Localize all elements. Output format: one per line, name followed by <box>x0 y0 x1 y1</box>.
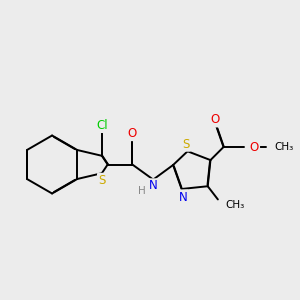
Text: S: S <box>98 174 106 187</box>
Text: CH₃: CH₃ <box>274 142 293 152</box>
Text: O: O <box>210 113 219 126</box>
Text: S: S <box>182 137 190 151</box>
Text: N: N <box>149 179 158 193</box>
Text: O: O <box>250 140 259 154</box>
Text: N: N <box>179 190 188 204</box>
Text: O: O <box>128 127 137 140</box>
Text: H: H <box>138 186 146 196</box>
Text: CH₃: CH₃ <box>225 200 244 210</box>
Text: Cl: Cl <box>96 119 108 132</box>
